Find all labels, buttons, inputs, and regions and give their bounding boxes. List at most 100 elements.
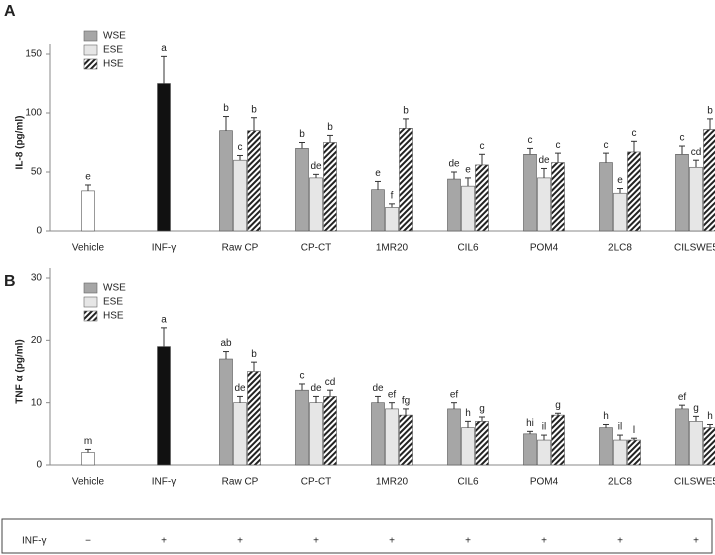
bar <box>323 142 337 232</box>
error-bar <box>693 159 699 168</box>
treatment-mark: + <box>313 536 319 547</box>
significance-letter: m <box>84 436 92 447</box>
error-bar <box>161 327 167 347</box>
error-bar <box>631 140 637 152</box>
legend-swatch <box>83 44 98 56</box>
bar <box>551 162 565 232</box>
bar <box>475 164 489 232</box>
error-bar <box>693 415 699 422</box>
error-bar <box>251 117 257 131</box>
bar <box>371 402 385 466</box>
significance-letter: c <box>556 140 561 151</box>
treatment-mark: + <box>617 536 623 547</box>
bar <box>689 166 703 232</box>
error-bar <box>223 351 229 360</box>
significance-letter: e <box>465 165 471 176</box>
error-bar <box>85 184 91 191</box>
error-bar <box>603 423 609 428</box>
bar <box>551 414 565 466</box>
significance-letter: hi <box>526 418 534 429</box>
y-axis-title: IL-8 (pg/ml) <box>15 116 26 170</box>
error-bar <box>327 134 333 143</box>
x-tick-label: POM4 <box>530 243 559 254</box>
treatment-label: INF-γ <box>22 536 46 547</box>
significance-letter: ab <box>220 338 232 349</box>
significance-letter: c <box>632 128 637 139</box>
bar <box>447 408 461 466</box>
error-bar <box>251 361 257 372</box>
bar <box>233 159 247 232</box>
error-bar <box>555 412 561 416</box>
bar <box>385 207 399 232</box>
x-tick-label: CIL6 <box>457 477 479 488</box>
significance-letter: e <box>617 175 623 186</box>
error-bar <box>237 395 243 403</box>
panel-label: A <box>4 3 16 20</box>
bar <box>219 358 233 466</box>
error-bar <box>617 434 623 441</box>
significance-letter: ef <box>388 389 397 400</box>
error-bar <box>541 167 547 178</box>
significance-letter: g <box>693 403 699 414</box>
legend-label: HSE <box>103 59 124 70</box>
significance-letter: c <box>604 140 609 151</box>
significance-letter: de <box>448 159 460 170</box>
bar <box>613 439 627 466</box>
x-tick-label: CP-CT <box>301 243 332 254</box>
error-bar <box>541 434 547 441</box>
error-bar <box>555 152 561 163</box>
y-tick-label: 150 <box>25 49 42 60</box>
bar <box>81 190 95 232</box>
bar <box>523 433 537 466</box>
x-tick-label: CILSWE5 <box>674 243 715 254</box>
error-bar <box>631 437 637 441</box>
y-tick-label: 50 <box>31 167 43 178</box>
significance-letter: de <box>310 161 322 172</box>
bar <box>447 178 461 232</box>
x-tick-label: CIL6 <box>457 243 479 254</box>
error-bar <box>375 395 381 403</box>
bar <box>81 452 95 466</box>
y-tick-label: 20 <box>31 335 43 346</box>
treatment-mark: + <box>541 536 547 547</box>
error-bar <box>465 177 471 187</box>
significance-letter: a <box>161 43 167 54</box>
significance-letter: e <box>85 172 91 183</box>
significance-letter: c <box>238 142 243 153</box>
bar <box>309 177 323 232</box>
significance-letter: b <box>327 122 333 133</box>
significance-letter: cd <box>691 147 702 158</box>
legend-label: WSE <box>103 31 126 42</box>
significance-letter: cd <box>325 377 336 388</box>
error-bar <box>299 383 305 391</box>
error-bar <box>375 180 381 190</box>
bar <box>385 408 399 466</box>
significance-letter: h <box>707 411 713 422</box>
bar <box>157 83 171 232</box>
x-tick-label: Vehicle <box>72 243 105 254</box>
bar <box>157 346 171 466</box>
significance-letter: b <box>223 103 229 114</box>
significance-letter: g <box>555 400 561 411</box>
error-bar <box>85 448 91 453</box>
bar <box>675 408 689 466</box>
legend-label: ESE <box>103 45 123 56</box>
bar <box>247 130 261 232</box>
bar <box>461 427 475 466</box>
significance-letter: b <box>251 104 257 115</box>
x-tick-label: 2LC8 <box>608 477 632 488</box>
bar <box>703 427 715 466</box>
significance-letter: il <box>542 422 546 433</box>
error-bar <box>403 408 409 416</box>
significance-letter: ef <box>678 392 687 403</box>
significance-letter: h <box>465 408 471 419</box>
treatment-mark: − <box>85 536 91 547</box>
significance-letter: de <box>538 155 550 166</box>
error-bar <box>603 152 609 163</box>
significance-letter: c <box>680 133 685 144</box>
bar <box>613 192 627 232</box>
significance-letter: de <box>234 383 246 394</box>
x-tick-label: 1MR20 <box>376 243 409 254</box>
bar <box>537 439 551 466</box>
y-tick-label: 100 <box>25 108 42 119</box>
